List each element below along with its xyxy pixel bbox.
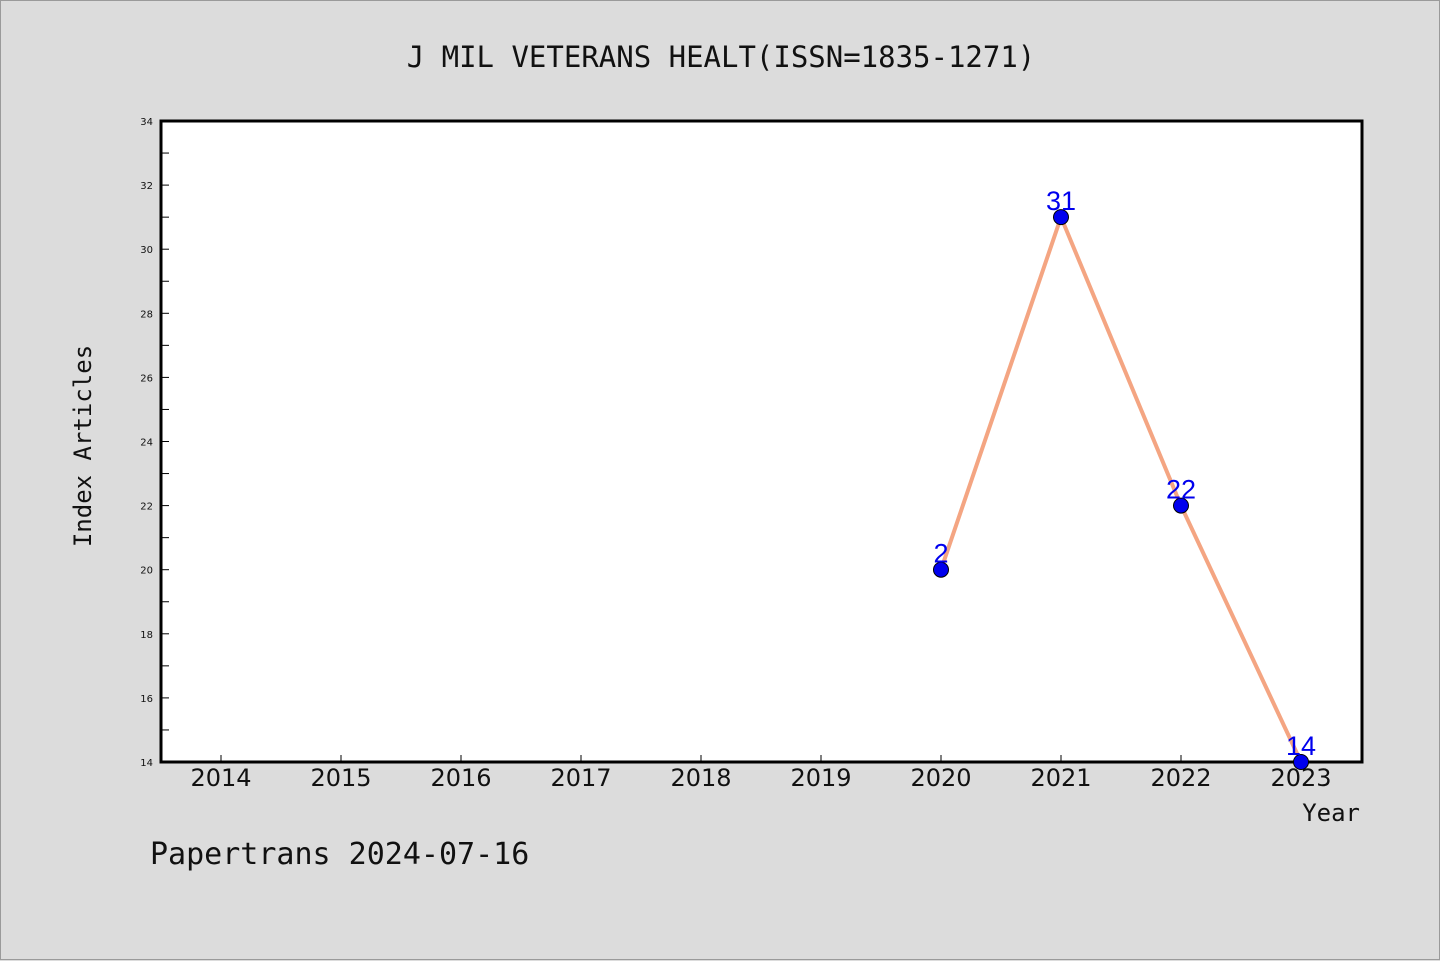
series-line xyxy=(939,215,1303,763)
y-axis-label: Index Articles xyxy=(69,345,97,547)
x-tick-label: 2017 xyxy=(550,764,611,792)
data-point xyxy=(1053,209,1069,226)
x-tick-label: 2019 xyxy=(790,764,851,792)
y-tick-label: 32 xyxy=(140,181,153,192)
x-tick-label: 2020 xyxy=(910,764,971,792)
x-tick-label: 2016 xyxy=(430,764,491,792)
y-tick-label: 26 xyxy=(140,373,153,384)
y-tick-label: 22 xyxy=(140,502,153,513)
chart-title: J MIL VETERANS HEALT(ISSN=1835-1271) xyxy=(407,40,1036,74)
data-label: 31 xyxy=(1046,186,1076,216)
x-tick-label: 2015 xyxy=(310,764,371,792)
x-axis-label: Year xyxy=(1302,799,1360,827)
y-tick-label: 30 xyxy=(140,245,153,256)
y-tick-label: 18 xyxy=(140,630,153,641)
data-label: 22 xyxy=(1166,475,1196,505)
y-axis-ticks: 14 16 18 20 22 24 26 28 30 32 34 xyxy=(140,117,169,769)
data-label: 14 xyxy=(1286,731,1316,761)
y-tick-label: 24 xyxy=(140,438,153,449)
x-tick-label: 2014 xyxy=(190,764,251,792)
y-tick-label: 28 xyxy=(140,309,153,320)
series-articles: 2 31 22 14 xyxy=(933,186,1316,770)
y-tick-label: 34 xyxy=(140,117,153,128)
data-point xyxy=(1173,497,1189,514)
x-tick-label: 2021 xyxy=(1030,764,1091,792)
data-label: 2 xyxy=(933,539,948,569)
y-tick-label: 16 xyxy=(140,694,153,705)
x-axis-ticks: 2014 2015 2016 2017 2018 2019 2020 2021 2022 2023 xyxy=(190,755,1332,792)
y-tick-label: 20 xyxy=(140,566,153,577)
data-point xyxy=(1293,754,1309,770)
y-tick-label: 14 xyxy=(140,758,153,769)
plot-area xyxy=(159,119,1364,764)
footer-text: Papertrans 2024-07-16 xyxy=(150,837,529,872)
x-tick-label: 2018 xyxy=(670,764,731,792)
data-point xyxy=(933,561,949,578)
x-tick-label: 2022 xyxy=(1150,764,1211,792)
